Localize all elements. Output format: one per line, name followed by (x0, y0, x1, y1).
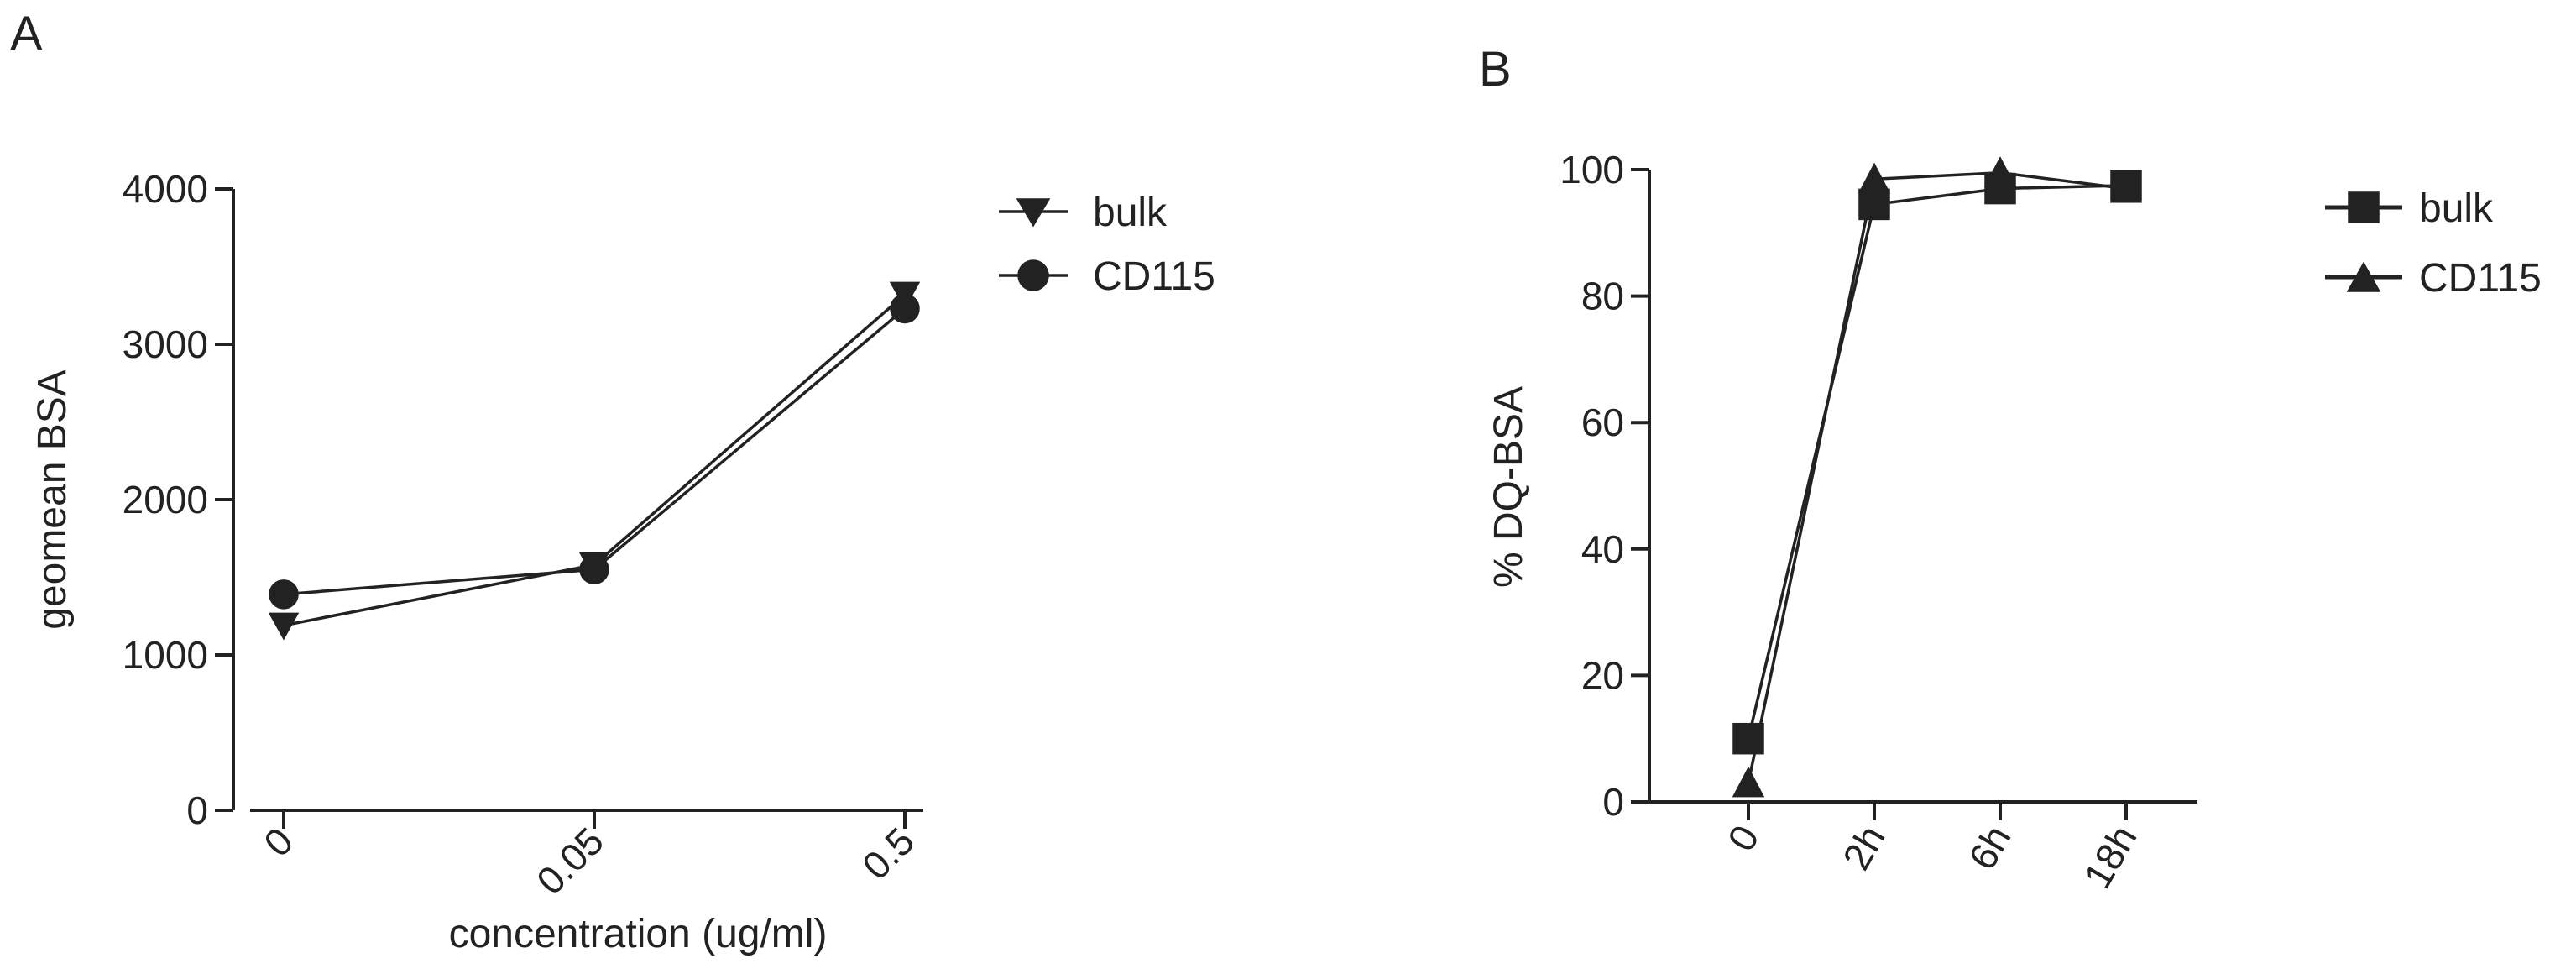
panel-b-y-axis-title: % DQ-BSA (1487, 386, 1531, 588)
data-point-bulk (1732, 722, 1764, 755)
data-point-cd115 (1858, 162, 1891, 194)
panel-a-label: A (10, 7, 43, 61)
x-tick-label: 0 (1719, 818, 1768, 858)
x-tick-label: 2h (1834, 818, 1894, 877)
series-line-bulk (1747, 184, 2127, 740)
x-tick-label: 0.05 (528, 819, 612, 903)
y-tick-label: 0 (186, 788, 208, 832)
y-tick-label: 3000 (123, 322, 208, 366)
x-tick-label: 18h (2075, 818, 2145, 895)
y-tick-label: 4000 (123, 167, 208, 211)
y-tick-label: 0 (1602, 780, 1624, 824)
panel-b-legend-bulk: bulk (2419, 186, 2494, 231)
panel-b: B % DQ-BSA 0 20 40 60 80 100 0 2h 6h 18h bulk CD… (1479, 42, 2542, 895)
y-tick-label: 2000 (123, 478, 208, 521)
data-point-bulk (1858, 188, 1890, 221)
y-tick-label: 20 (1581, 653, 1624, 697)
data-point-cd115 (269, 579, 299, 610)
y-tick-label: 40 (1581, 527, 1624, 571)
panel-a-y-axis-title: geomean BSA (30, 369, 75, 630)
data-point-cd115 (2109, 171, 2143, 203)
panel-a: A geomean BSA concentration (ug/ml) 0 100… (10, 7, 1215, 956)
legend-marker-square-icon (2348, 191, 2380, 223)
legend-marker-triangle-up-icon (2346, 261, 2381, 292)
data-point-cd115 (1983, 156, 2017, 187)
data-point-cd115 (1732, 766, 1765, 798)
legend-marker-circle-icon (1017, 259, 1049, 291)
x-tick-label: 0.5 (854, 819, 922, 888)
panel-a-legend: bulk CD115 (999, 191, 1215, 299)
y-tick-label: 100 (1560, 148, 1624, 191)
panel-a-legend-bulk: bulk (1093, 191, 1168, 235)
series-line-cd115 (283, 307, 907, 596)
x-tick-label: 0 (255, 819, 301, 865)
panel-a-legend-cd115: CD115 (1093, 254, 1215, 299)
data-point-bulk (268, 612, 300, 641)
y-tick-label: 60 (1581, 401, 1624, 444)
x-tick-label: 6h (1960, 818, 2020, 877)
series-line-cd115 (1747, 171, 2127, 783)
panel-b-label: B (1479, 42, 1512, 97)
panel-b-legend-cd115: CD115 (2419, 256, 2542, 301)
data-point-cd115 (890, 293, 920, 324)
legend-marker-triangle-down-icon (1016, 198, 1051, 228)
panel-a-x-axis-title: concentration (ug/ml) (449, 912, 828, 956)
y-tick-label: 1000 (123, 633, 208, 677)
y-tick-label: 80 (1581, 275, 1624, 318)
panel-b-legend: bulk CD115 (2325, 186, 2542, 301)
data-point-cd115 (579, 554, 609, 584)
